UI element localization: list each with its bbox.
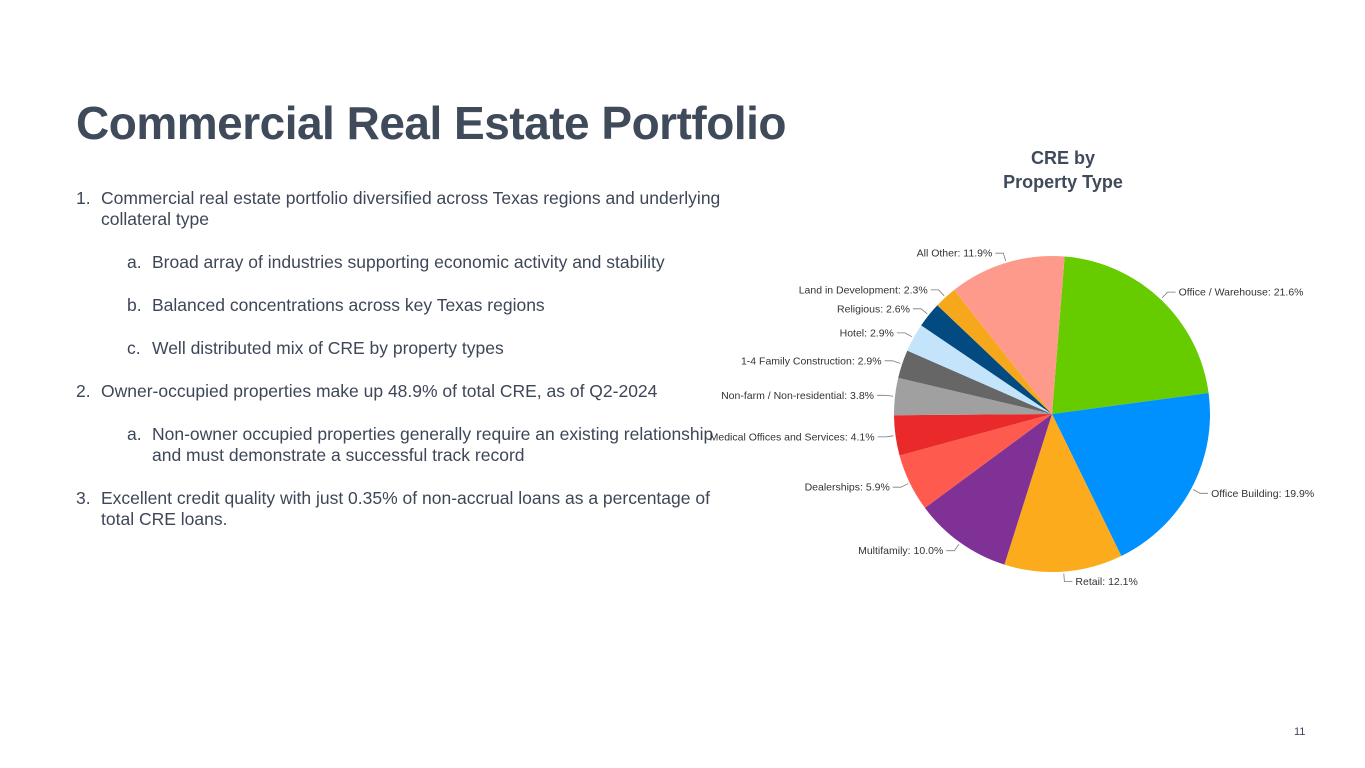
chart-title-line-1: CRE by (1030, 148, 1095, 168)
slice-label: Office Building: 19.9% (1211, 488, 1314, 500)
pie-slice (954, 256, 1065, 414)
page-number: 11 (1294, 726, 1306, 738)
sub-bullet-item: a. Broad array of industries supporting e… (127, 252, 736, 273)
bullet-text: Broad array of industries supporting eco… (152, 252, 665, 272)
pie-slice (907, 325, 1052, 414)
bullet-text: Balanced concentrations across key Texas… (152, 295, 545, 315)
leader-line (995, 252, 1007, 262)
leader-line (896, 332, 913, 338)
leader-line (877, 394, 894, 397)
slice-label: Land in Development: 2.3% (799, 284, 928, 296)
bullet-marker: c. (127, 338, 141, 358)
leader-line (892, 483, 909, 488)
pie-slice (1004, 414, 1122, 572)
bullet-marker: a. (127, 424, 142, 444)
bullet-marker: a. (127, 252, 142, 272)
bullet-text: Commercial real estate portfolio diversi… (101, 188, 721, 229)
leader-line (913, 308, 928, 315)
leader-line (1063, 573, 1073, 582)
bullet-text: Well distributed mix of CRE by property … (152, 338, 504, 358)
bullet-marker: b. (127, 295, 142, 315)
pie-slice (921, 305, 1052, 414)
slice-label: Medical Offices and Services: 4.1% (710, 431, 875, 443)
slide-title: Commercial Real Estate Portfolio (76, 97, 786, 149)
leader-line (884, 360, 901, 364)
bullet-item: 3. Excellent credit quality with just 0.3… (76, 488, 736, 530)
chart-title-line-2: Property Type (1003, 172, 1123, 192)
bullet-item: 1. Commercial real estate portfolio diver… (76, 188, 736, 230)
slice-label: Religious: 2.6% (837, 303, 910, 315)
slice-label: Dealerships: 5.9% (805, 482, 890, 494)
slice-label: Retail: 12.1% (1075, 576, 1137, 588)
leader-line (877, 435, 894, 438)
pie-slice (1052, 392, 1210, 556)
slice-label: All Other: 11.9% (917, 248, 993, 260)
bullet-list: 1. Commercial real estate portfolio diver… (76, 188, 736, 552)
leader-line (1192, 489, 1209, 494)
slice-label: Multifamily: 10.0% (858, 545, 943, 557)
pie-slice (1052, 256, 1209, 414)
bullet-marker: 1. (76, 188, 91, 208)
bullet-item: 2. Owner-occupied properties make up 48.9… (76, 381, 736, 402)
sub-bullet-item: b. Balanced concentrations across key Tex… (127, 295, 736, 316)
slice-label: 1-4 Family Construction: 2.9% (741, 355, 882, 367)
slice-label: Office / Warehouse: 21.6% (1179, 287, 1304, 299)
sub-bullet-item: a. Non-owner occupied properties generall… (127, 424, 736, 466)
bullet-text: Non-owner occupied properties generally … (152, 424, 714, 465)
pie-slice (894, 377, 1052, 416)
slice-label: Hotel: 2.9% (840, 327, 894, 339)
leader-line (946, 543, 960, 552)
bullet-marker: 3. (76, 488, 91, 508)
sub-bullet-item: c. Well distributed mix of CRE by propert… (127, 338, 736, 359)
leader-line (1161, 291, 1176, 299)
pie-slice (898, 350, 1052, 414)
chart-title: CRE by Property Type (963, 146, 1163, 194)
pie-slice (924, 414, 1052, 565)
slice-label: Non-farm / Non-residential: 3.8% (721, 390, 874, 402)
pie-slice (899, 414, 1052, 508)
leader-line (930, 289, 945, 297)
bullet-marker: 2. (76, 381, 91, 401)
bullet-text: Excellent credit quality with just 0.35%… (101, 488, 710, 529)
bullet-text: Owner-occupied properties make up 48.9% … (101, 381, 658, 401)
pie-slice (894, 414, 1052, 456)
pie-slice (937, 289, 1052, 414)
